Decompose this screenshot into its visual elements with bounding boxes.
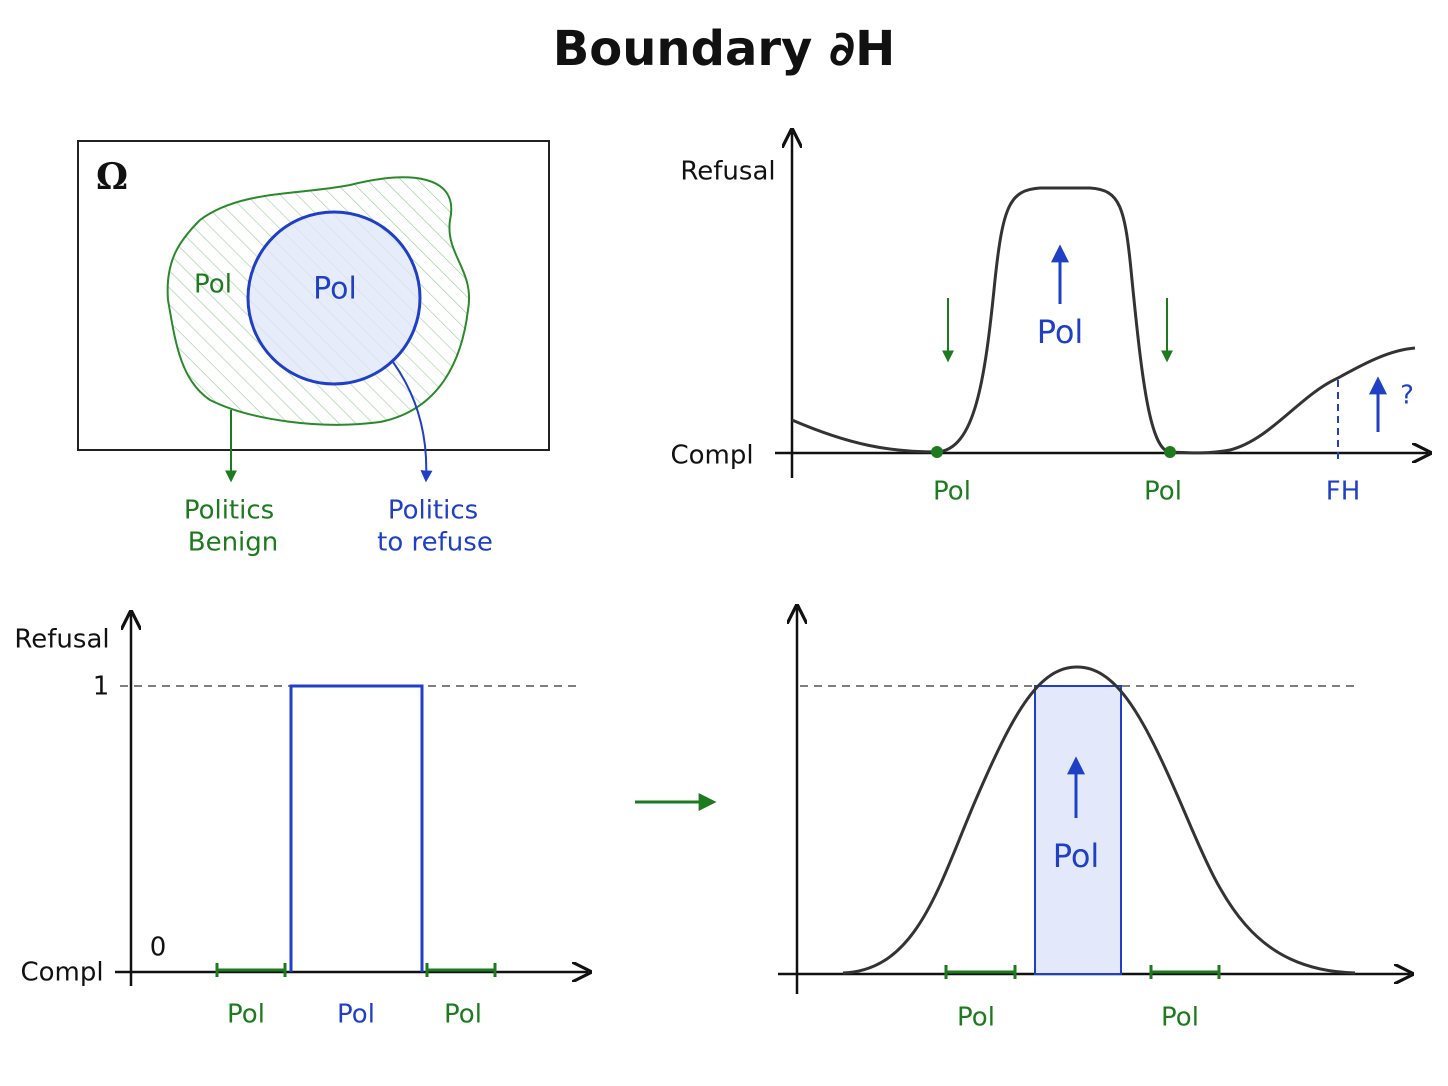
title: Boundary ∂H [553,21,896,77]
tick-label: 0 [150,933,167,963]
interval-label: Pol [227,1000,265,1030]
interval-label: Pol [444,1000,482,1030]
inner-region [246,210,422,386]
refusal-curve [791,186,1416,455]
refuse-arrow [392,361,433,483]
peak-label: Pol [1037,313,1084,351]
benign-interval [215,963,497,977]
refuse-label: to refuse [377,528,493,558]
left-label: Pol [933,477,971,507]
y-label: Refusal [680,157,775,187]
refusal-band [1034,685,1122,975]
x-label: Compl [670,441,753,471]
omega-box [77,140,550,451]
benign-label: Benign [188,528,279,558]
step-panel: Refusal 1 0 Compl Pol Pol Pol [14,614,588,1030]
y-label: Refusal [14,625,109,655]
interval-label: Pol [1161,1003,1199,1033]
outer-label: Pol [194,270,232,300]
benign-interval [944,965,1221,979]
point [1164,446,1176,458]
venn-panel: Ω Pol Pol Politics Benign Politics to re… [77,140,550,558]
question-mark: ? [1400,381,1414,411]
interval-label: Pol [337,1000,375,1030]
tick-label: 1 [93,672,110,702]
peak-label: Pol [1053,837,1100,875]
omega-label: Ω [96,156,128,198]
interval-label: Pol [957,1003,995,1033]
smooth-panel: Refusal Compl Pol Pol Pol FH ? [670,132,1428,507]
step-function [289,684,424,972]
far-label: FH [1326,477,1361,507]
inner-label: Pol [313,272,357,307]
bell-panel: Pol Pol Pol [778,608,1410,1033]
benign-label: Politics [184,496,274,526]
x-label: Compl [20,958,103,988]
point [931,446,943,458]
bell-curve [842,665,1356,975]
right-label: Pol [1144,477,1182,507]
refuse-label: Politics [388,496,478,526]
